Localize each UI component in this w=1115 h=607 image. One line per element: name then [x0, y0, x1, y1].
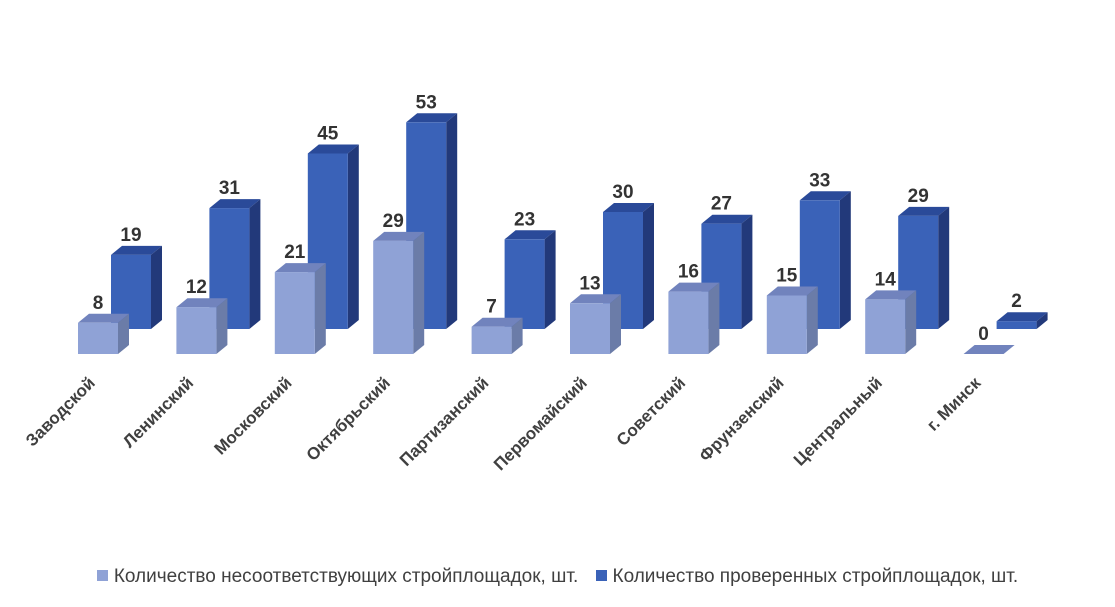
x-tick-label-7: Фрунзенский — [696, 373, 788, 465]
data-label-s1-6: 16 — [678, 262, 699, 283]
bar-s2-1 — [209, 199, 261, 329]
data-label-s1-2: 21 — [284, 242, 306, 263]
bar-s1-5 — [570, 294, 621, 354]
bar-s2-8 — [898, 206, 950, 329]
data-label-s2-5: 30 — [612, 182, 633, 203]
bars-layer — [78, 113, 1048, 354]
data-label-s1-8: 14 — [875, 269, 897, 290]
data-label-s1-4: 7 — [486, 297, 497, 318]
bar-s2-5 — [603, 203, 654, 329]
bar-s1-0 — [78, 313, 129, 354]
data-label-s2-3: 53 — [416, 92, 437, 113]
data-label-s2-9: 2 — [1011, 291, 1022, 312]
data-label-s1-3: 29 — [383, 211, 404, 232]
data-label-s2-4: 23 — [514, 209, 535, 230]
data-label-s1-5: 13 — [579, 273, 600, 294]
x-tick-label-1: Ленинский — [119, 373, 197, 451]
data-label-s2-2: 45 — [317, 124, 339, 145]
bar-s1-8 — [865, 290, 917, 354]
data-label-s2-7: 33 — [809, 170, 830, 191]
x-tick-label-6: Советский — [613, 373, 689, 449]
legend-swatch-series-2 — [595, 570, 607, 581]
bar-s1-2 — [274, 263, 326, 354]
legend: Количество несоответствующих стройплощад… — [0, 566, 1115, 588]
bar-s1-3 — [373, 231, 425, 354]
bar-s1-6 — [668, 282, 720, 354]
data-label-s2-0: 19 — [120, 225, 141, 246]
legend-swatch-series-1 — [96, 570, 108, 581]
data-labels-layer: 19 31 45 53 23 30 27 33 29 2 8 12 21 29 7 13 16 15 14 0 — [93, 92, 1022, 345]
data-label-s2-8: 29 — [908, 186, 929, 207]
data-label-s1-0: 8 — [93, 293, 104, 314]
bar-s2-9 — [996, 312, 1048, 329]
x-tick-label-9: г. Минск — [923, 373, 985, 435]
data-label-s1-1: 12 — [186, 277, 207, 298]
x-tick-label-2: Московский — [211, 373, 296, 458]
x-tick-label-4: Партизанский — [396, 373, 492, 469]
data-label-s2-6: 27 — [711, 194, 732, 215]
data-label-s2-1: 31 — [219, 178, 241, 199]
chart-canvas: 19 31 45 53 23 30 27 33 29 2 8 12 21 29 7 13 16 15 14 0 Зав… — [22, 92, 1048, 474]
bar-s1-7 — [766, 286, 818, 354]
legend-item-series-2: Количество проверенных стройплощадок, шт… — [595, 566, 1019, 588]
data-label-s1-7: 15 — [776, 266, 798, 287]
legend-item-series-1: Количество несоответствующих стройплощад… — [96, 566, 579, 588]
data-label-s1-9: 0 — [978, 324, 989, 345]
bar-s1-9 — [963, 345, 1015, 354]
x-axis-tick-labels: Заводской Ленинский Московский Октябрьский П… — [22, 373, 985, 474]
x-tick-label-0: Заводской — [22, 373, 99, 450]
legend-label-series-2: Количество проверенных стройплощадок, шт… — [612, 566, 1019, 587]
x-tick-label-8: Центральный — [790, 373, 886, 469]
bar-s1-4 — [471, 317, 523, 354]
legend-label-series-1: Количество несоответствующих стройплощад… — [113, 566, 579, 587]
bar-s1-1 — [176, 298, 228, 354]
x-tick-label-5: Первомайский — [490, 373, 591, 474]
bar-s2-4 — [504, 230, 556, 329]
x-tick-label-3: Октябрьский — [303, 373, 394, 464]
